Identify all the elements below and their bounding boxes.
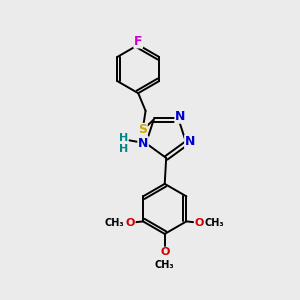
Text: O: O: [160, 247, 169, 257]
Text: O: O: [126, 218, 135, 228]
Text: CH₃: CH₃: [105, 218, 124, 228]
Text: S: S: [138, 124, 147, 136]
Text: F: F: [134, 35, 142, 48]
Text: O: O: [194, 218, 204, 228]
Text: CH₃: CH₃: [205, 218, 224, 228]
Text: N: N: [138, 137, 148, 150]
Text: H: H: [119, 144, 128, 154]
Text: CH₃: CH₃: [155, 260, 175, 269]
Text: N: N: [175, 110, 185, 123]
Text: N: N: [185, 135, 195, 148]
Text: H: H: [119, 133, 128, 143]
